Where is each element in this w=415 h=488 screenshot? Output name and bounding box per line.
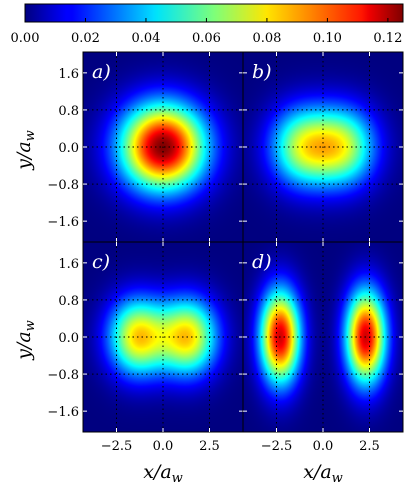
panel-label: b) (252, 61, 272, 83)
y-tick-label: −0.8 (47, 178, 79, 193)
x-tick-label: 0.0 (153, 439, 174, 454)
y-tick-label: 0.8 (58, 104, 79, 119)
y-tick-label: −0.8 (47, 368, 79, 383)
colorbar-gradient (24, 3, 404, 23)
colorbar-tick-label: 0.04 (131, 31, 160, 46)
colorbar-ticks: 0.00 0.02 0.04 0.06 0.08 0.10 0.12 (11, 18, 402, 46)
y-tick-label: 0.0 (58, 331, 79, 346)
colorbar-tick-label: 0.02 (71, 31, 100, 46)
panel-label: a) (92, 61, 111, 83)
x-axis-label-left: x/aw (143, 461, 183, 486)
x-tick-label: 0.0 (313, 439, 334, 454)
x-axis-label-right: x/aw (303, 461, 343, 486)
panel-label: c) (92, 251, 110, 273)
svg-text:y/aw: y/aw (13, 320, 38, 361)
panel-grid: a) 1.6 0.8 0.0 −0.8 −1.6 b) c) 1.6 0.8 0.0 −0.8 −1.6… (47, 51, 404, 454)
y-tick-label: 1.6 (58, 257, 79, 272)
colorbar-tick-label: 0.10 (313, 31, 342, 46)
y-tick-label: 1.6 (58, 67, 79, 82)
y-tick-label: 0.8 (58, 294, 79, 309)
y-tick-label: −1.6 (47, 405, 79, 420)
colorbar: 0.00 0.02 0.04 0.06 0.08 0.10 0.12 (11, 3, 404, 46)
x-tick-label: −2.5 (261, 439, 293, 454)
svg-text:x/aw: x/aw (303, 461, 343, 486)
panel-top-right: b) (242, 51, 404, 243)
y-axis-label-bottom: y/aw (13, 320, 38, 361)
panel-bottom-right: d) −2.5 0.0 2.5 (242, 241, 404, 454)
svg-text:x/aw: x/aw (143, 461, 183, 486)
colorbar-tick-label: 0.00 (11, 31, 40, 46)
svg-text:y/aw: y/aw (13, 130, 38, 171)
x-tick-label: 2.5 (199, 439, 220, 454)
panel-bottom-left: c) 1.6 0.8 0.0 −0.8 −1.6 −2.5 0.0 2.5 (47, 241, 244, 454)
y-tick-label: 0.0 (58, 141, 79, 156)
panel-top-left: a) 1.6 0.8 0.0 −0.8 −1.6 (47, 51, 244, 243)
x-tick-label: −2.5 (101, 439, 133, 454)
panel-label: d) (252, 251, 272, 273)
y-tick-label: −1.6 (47, 215, 79, 230)
y-axis-label-top: y/aw (13, 130, 38, 171)
colorbar-tick-label: 0.06 (192, 31, 221, 46)
colorbar-tick-label: 0.12 (373, 31, 402, 46)
colorbar-tick-label: 0.08 (252, 31, 281, 46)
x-tick-label: 2.5 (359, 439, 380, 454)
